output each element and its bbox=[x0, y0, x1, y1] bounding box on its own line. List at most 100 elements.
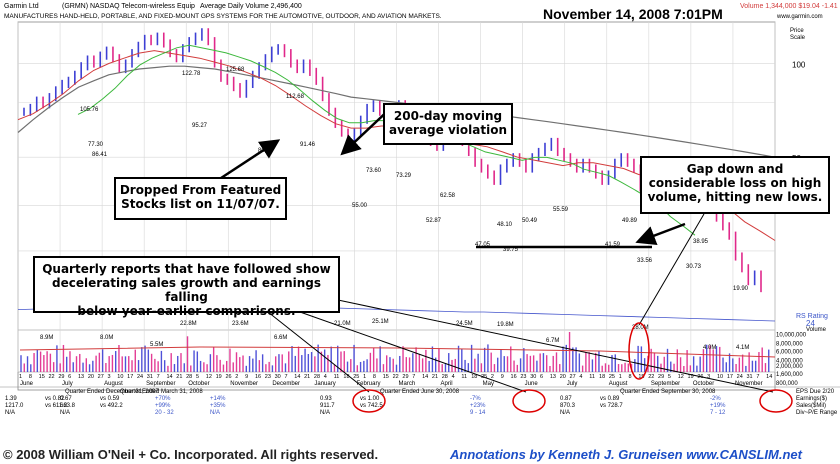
date-tick-label: 14 bbox=[766, 374, 772, 380]
ma-violation-callout: 200-day moving average violation bbox=[383, 103, 513, 145]
website: www.garmin.com bbox=[776, 14, 823, 20]
quarter-change: +23% bbox=[470, 403, 486, 409]
highlight-ellipse bbox=[628, 322, 650, 380]
dropped-arrow bbox=[217, 139, 281, 182]
row-label: Earnings($) bbox=[796, 396, 827, 402]
quarter-prev: vs 1.00 bbox=[360, 396, 380, 402]
volume-label: 22.8M bbox=[180, 321, 197, 327]
price-label: 49.89 bbox=[622, 218, 638, 224]
date-tick-label: 18 bbox=[471, 374, 477, 380]
month-label: November bbox=[735, 381, 763, 387]
price-label: 41.59 bbox=[605, 242, 621, 248]
ma200-line bbox=[17, 65, 776, 158]
gap-down-text: Gap down and considerable loss on high v… bbox=[647, 162, 823, 205]
ma-violation-text: 200-day moving average violation bbox=[388, 109, 507, 138]
volume-tick-label: 10,000,000 bbox=[776, 333, 807, 339]
date-tick-label: 15 bbox=[638, 374, 644, 380]
quarter-value: 1217.0 bbox=[5, 403, 24, 409]
month-label: August bbox=[609, 381, 628, 387]
date-tick-label: 11 bbox=[334, 374, 340, 380]
date-tick-label: 9 bbox=[501, 374, 504, 380]
date-tick-label: 21 bbox=[176, 374, 182, 380]
quarterly-text: Quarterly reports that have followed sho… bbox=[42, 262, 331, 319]
avg-volume: Average Daily Volume 2,496,400 bbox=[200, 3, 302, 10]
quarter-value: 870.3 bbox=[560, 403, 576, 409]
volume-label: 8.0M bbox=[100, 335, 113, 341]
quarter-value: 0.87 bbox=[560, 396, 572, 402]
date-tick-label: 23 bbox=[520, 374, 526, 380]
price-label: 33.56 bbox=[637, 258, 653, 264]
date-tick-label: 21 bbox=[432, 374, 438, 380]
date-tick-label: 27 bbox=[98, 374, 104, 380]
volume-label: 8.9M bbox=[40, 335, 53, 341]
price-label: 86.41 bbox=[92, 152, 108, 158]
price-label: 39.75 bbox=[503, 247, 519, 253]
quarter-prev: vs 0.82 bbox=[45, 396, 65, 402]
date-tick-label: 18 bbox=[343, 374, 349, 380]
month-label: March bbox=[399, 381, 416, 387]
quarter-value: N/A bbox=[5, 410, 15, 416]
date-tick-label: 3 bbox=[707, 374, 710, 380]
date-tick-label: 19 bbox=[688, 374, 694, 380]
quarter-value: 911.7 bbox=[320, 403, 335, 409]
date-tick-label: 13 bbox=[550, 374, 556, 380]
quarter-change: +35% bbox=[210, 403, 226, 409]
quarter-value: N/A bbox=[320, 410, 330, 416]
volume-label: Volume bbox=[806, 327, 827, 333]
quarter-value: 663.8 bbox=[60, 403, 76, 409]
date-tick-label: 28 bbox=[186, 374, 192, 380]
date-tick-label: 14 bbox=[294, 374, 300, 380]
volume-label: 24.5M bbox=[456, 321, 473, 327]
month-label: September bbox=[651, 381, 680, 387]
quarter-value: N/A bbox=[60, 410, 70, 416]
month-label: April bbox=[441, 381, 453, 387]
date-tick-label: 15 bbox=[39, 374, 45, 380]
company-name: Garmin Ltd bbox=[4, 3, 39, 10]
date-tick-label: 8 bbox=[373, 374, 376, 380]
copyright: © 2008 William O'Neil + Co. Incorporated… bbox=[3, 447, 378, 462]
quarter-value: 0.67 bbox=[60, 396, 72, 402]
date-tick-label: 13 bbox=[78, 374, 84, 380]
quarter-change: 7 - 12 bbox=[710, 410, 726, 416]
month-label: September bbox=[146, 381, 175, 387]
price-label: 55.00 bbox=[352, 203, 368, 209]
date-tick-label: 29 bbox=[658, 374, 664, 380]
month-label: August bbox=[104, 381, 123, 387]
volume-label: 4.0M bbox=[703, 345, 716, 351]
date-tick-label: 29 bbox=[402, 374, 408, 380]
quarter-value: N/A bbox=[560, 410, 570, 416]
month-label: January bbox=[314, 381, 335, 387]
gap-down-callout: Gap down and considerable loss on high v… bbox=[640, 156, 830, 214]
date-tick-label: 28 bbox=[442, 374, 448, 380]
date-tick-label: 7 bbox=[157, 374, 160, 380]
quarter-prev: vs 492.2 bbox=[100, 403, 123, 409]
date-tick-label: 4 bbox=[452, 374, 455, 380]
ticker-line: (GRMN) NASDAQ Telecom-wireless Equip bbox=[62, 3, 195, 10]
price-label: 105.76 bbox=[80, 107, 99, 113]
quarter-prev: vs 728.7 bbox=[600, 403, 623, 409]
date-tick-label: 10 bbox=[717, 374, 723, 380]
annotation-credit: Annotations by Kenneth J. Gruneisen www.… bbox=[449, 447, 803, 462]
date-tick-label: 8 bbox=[629, 374, 632, 380]
price-label: 55.59 bbox=[553, 207, 569, 213]
volume-tick-label: 8,000,000 bbox=[776, 342, 803, 348]
price-label: 19.90 bbox=[733, 286, 749, 292]
volume-label: 4.1M bbox=[736, 345, 749, 351]
quarter-change: +14% bbox=[210, 396, 226, 402]
volume-label: 19.8M bbox=[497, 322, 514, 328]
date-tick-label: 21 bbox=[304, 374, 310, 380]
month-label: July bbox=[62, 381, 73, 387]
month-label: July bbox=[567, 381, 578, 387]
date-tick-label: 30 bbox=[275, 374, 281, 380]
quarter-label: Quarter Ended September 30, 2008 bbox=[620, 389, 716, 395]
pointer-q3 bbox=[337, 299, 774, 393]
quarter-label: Quarter Ended December 31, 2007 bbox=[65, 389, 159, 395]
date-tick-label: 27 bbox=[570, 374, 576, 380]
quarter-change: +99% bbox=[155, 403, 171, 409]
quarter-change: -2% bbox=[710, 396, 721, 402]
date-tick-label: 1 bbox=[363, 374, 366, 380]
volume-label: 5.5M bbox=[150, 342, 163, 348]
price-label: 62.58 bbox=[440, 193, 456, 199]
date-tick-label: 22 bbox=[393, 374, 399, 380]
price-label: 50.49 bbox=[522, 218, 538, 224]
